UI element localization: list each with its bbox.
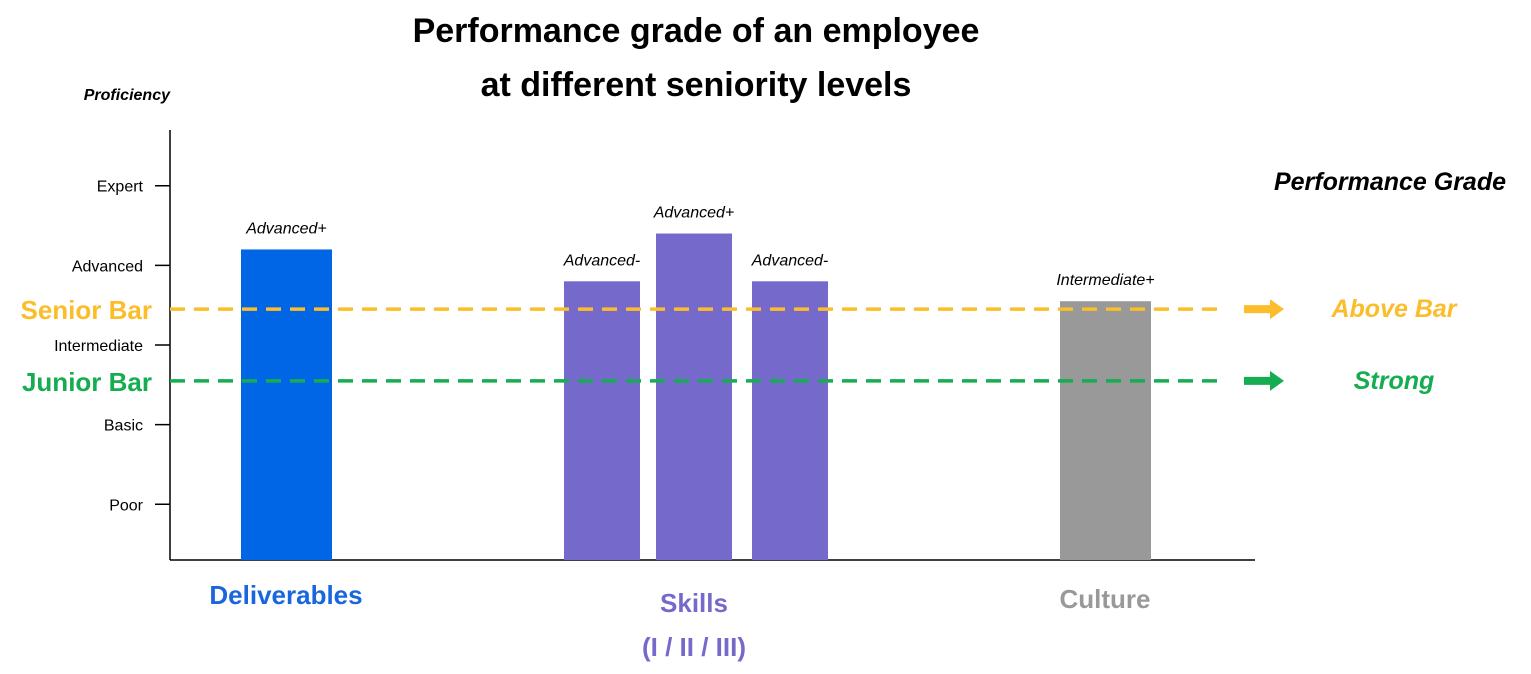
senior-bar-label: Senior Bar <box>21 295 153 325</box>
grade-above-bar: Above Bar <box>1330 295 1457 323</box>
bar-data-label: Advanced+ <box>245 220 327 237</box>
grade-strong: Strong <box>1354 367 1435 395</box>
category-label-deliverables: Deliverables <box>209 580 362 610</box>
bar-data-label: Intermediate+ <box>1056 272 1154 289</box>
performance-grade-heading: Performance Grade <box>1274 168 1506 196</box>
y-tick-label: Poor <box>109 497 143 514</box>
bar-deliverables <box>241 249 332 560</box>
arrow-right-icon <box>1244 370 1284 391</box>
bar-skills <box>564 281 640 560</box>
category-label-culture: Culture <box>1060 584 1151 614</box>
bar-data-label: Advanced- <box>751 252 829 269</box>
category-sublabel: (I / II / III) <box>642 632 746 662</box>
y-tick-label: Advanced <box>72 258 143 275</box>
bar-data-label: Advanced- <box>563 252 641 269</box>
bar-skills <box>656 233 732 560</box>
y-tick-label: Basic <box>104 418 143 435</box>
chart-title-line-1: Performance grade of an employee <box>413 12 980 50</box>
chart-title-line-2: at different seniority levels <box>481 66 912 104</box>
bar-skills <box>752 281 828 560</box>
y-axis-label: Proficiency <box>84 87 171 104</box>
y-tick-label: Expert <box>97 179 144 196</box>
bar-culture <box>1060 301 1151 560</box>
category-label-skills: Skills <box>660 588 728 618</box>
junior-bar-label: Junior Bar <box>22 367 152 397</box>
y-tick-label: Intermediate <box>54 338 143 355</box>
bar-data-label: Advanced+ <box>653 205 735 222</box>
arrow-right-icon <box>1244 299 1284 320</box>
